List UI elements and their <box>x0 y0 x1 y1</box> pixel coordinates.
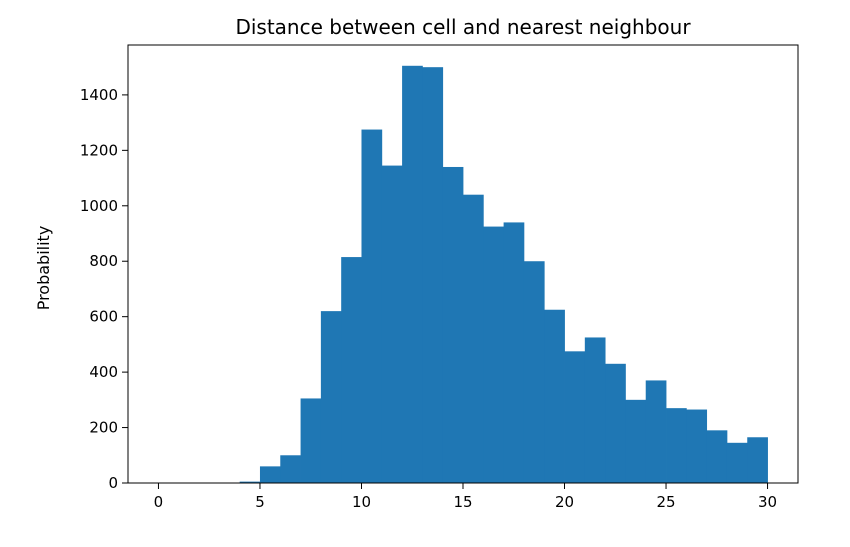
histogram-bar <box>341 257 362 483</box>
y-tick-label: 600 <box>89 308 118 326</box>
histogram-bar <box>361 129 383 483</box>
x-tick-label: 20 <box>555 493 574 511</box>
histogram-bar <box>422 67 444 483</box>
histogram-bar <box>402 65 423 483</box>
histogram-bar <box>239 481 261 483</box>
y-axis-label: Probability <box>34 226 53 311</box>
histogram-bar <box>544 309 565 483</box>
bars-group <box>239 65 768 484</box>
x-tick-label: 5 <box>255 493 265 511</box>
histogram-bar <box>605 363 626 483</box>
histogram-bar <box>625 399 647 483</box>
x-tick-label: 15 <box>453 493 472 511</box>
y-tick-label: 1000 <box>80 197 118 215</box>
histogram-bar <box>320 311 342 483</box>
histogram-bar <box>381 165 403 483</box>
histogram-bar <box>564 351 586 483</box>
histogram-bar <box>523 261 545 483</box>
histogram-bar <box>726 442 748 483</box>
histogram-bar <box>463 194 484 483</box>
chart-title: Distance between cell and nearest neighb… <box>235 15 691 39</box>
histogram-bar <box>584 337 606 483</box>
histogram-bar <box>300 398 322 483</box>
y-tick-label: 1200 <box>80 141 118 159</box>
histogram-bar <box>442 166 464 484</box>
histogram-bar <box>706 430 728 483</box>
histogram-bar <box>666 408 687 483</box>
histogram-bar <box>686 409 708 483</box>
x-tick-label: 25 <box>656 493 675 511</box>
y-tick-label: 0 <box>108 474 118 492</box>
histogram-bar <box>645 380 667 483</box>
histogram-bar <box>747 437 768 483</box>
histogram-bar <box>259 466 281 483</box>
y-tick-label: 200 <box>89 419 118 437</box>
histogram-bar <box>483 226 505 484</box>
y-tick-label: 1400 <box>80 86 118 104</box>
x-axis: 0 5 10 15 20 25 30 <box>154 483 777 511</box>
histogram-bar <box>503 222 525 483</box>
histogram-bar <box>280 455 301 483</box>
y-tick-label: 800 <box>89 252 118 270</box>
x-tick-label: 30 <box>758 493 777 511</box>
x-tick-label: 10 <box>352 493 371 511</box>
y-axis: 0 200 400 600 800 1000 1200 1400 <box>80 86 128 492</box>
y-tick-label: 400 <box>89 363 118 381</box>
x-tick-label: 0 <box>154 493 164 511</box>
